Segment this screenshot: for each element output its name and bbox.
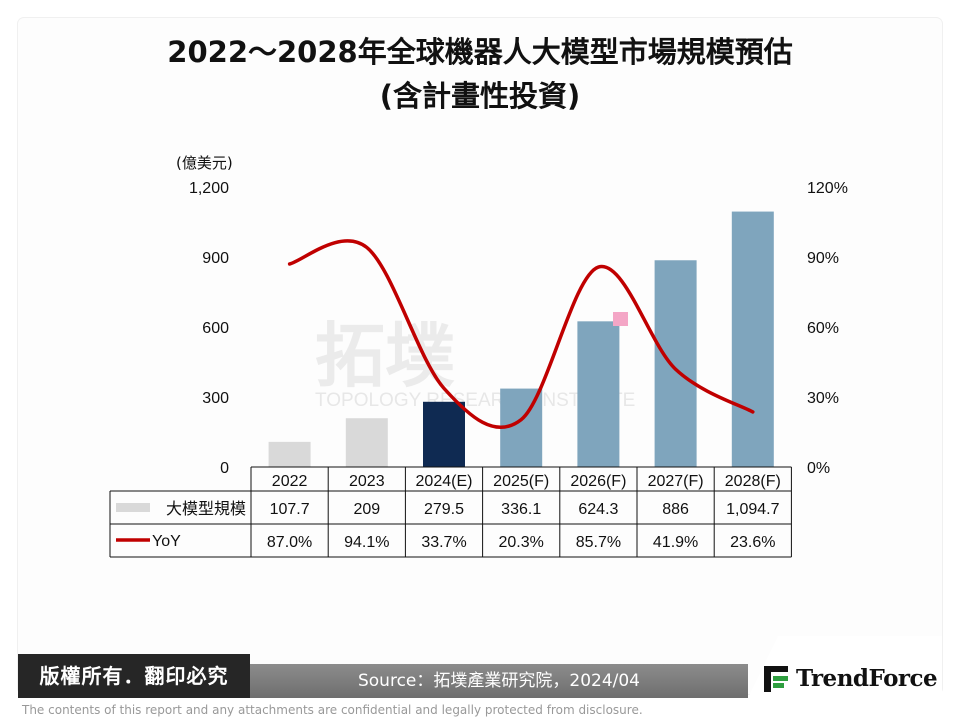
title-line-1: 2022～2028年全球機器人大模型市場規模預估 [167, 35, 793, 69]
y-right-tick-label: 90% [807, 250, 839, 267]
y-left-tick-label: 0 [220, 460, 229, 477]
x-tick-label: 2023 [349, 473, 385, 490]
data-label-yoy: 33.7% [421, 534, 466, 551]
data-label-bar: 279.5 [424, 501, 464, 518]
data-label-bar: 624.3 [578, 501, 618, 518]
title-line-2: (含計畫性投資) [379, 79, 581, 113]
y-right-tick-label: 60% [807, 320, 839, 337]
bar-2027(F) [654, 260, 697, 467]
bar-2028(F) [731, 211, 774, 467]
y-left-tick-label: 300 [202, 390, 229, 407]
x-tick-label: 2022 [272, 473, 308, 490]
bar-2022 [268, 441, 311, 467]
trendforce-logo-icon [764, 664, 790, 692]
data-label-yoy: 23.6% [730, 534, 775, 551]
chart-title: 2022～2028年全球機器人大模型市場規模預估 (含計畫性投資) [0, 30, 960, 118]
y-left-tick-label: 900 [202, 250, 229, 267]
x-tick-label: 2028(F) [725, 473, 781, 490]
bar-2023 [345, 418, 388, 467]
y-axis-unit-label: (億美元) [176, 154, 233, 172]
data-label-yoy: 94.1% [344, 534, 389, 551]
data-label-bar: 107.7 [270, 501, 310, 518]
legend-swatch-bar [116, 503, 150, 512]
x-tick-label: 2025(F) [493, 473, 549, 490]
copyright-notice: 版權所有．翻印必究 [18, 654, 250, 698]
x-tick-label: 2024(E) [416, 473, 473, 490]
data-label-yoy: 41.9% [653, 534, 698, 551]
source-text: Source：拓墣產業研究院，2024/04 [250, 664, 748, 698]
y-left-tick-label: 1,200 [189, 180, 229, 197]
watermark-accent-square [613, 312, 628, 326]
disclaimer-text: The contents of this report and any atta… [22, 703, 643, 717]
data-label-yoy: 85.7% [576, 534, 621, 551]
y-right-tick-label: 0% [807, 460, 830, 477]
y-left-tick-label: 600 [202, 320, 229, 337]
legend-label-bar: 大模型規模 [166, 500, 246, 518]
legend-label-line: YoY [152, 533, 181, 550]
y-right-tick-label: 120% [807, 180, 848, 197]
content-card [18, 18, 942, 694]
watermark-subtitle: TOPOLOGY RESEARCH INSTITUTE [315, 390, 635, 411]
x-tick-label: 2026(F) [570, 473, 626, 490]
bar-2026(F) [577, 321, 620, 467]
bar-2024(E) [423, 401, 465, 467]
x-tick-label: 2027(F) [648, 473, 704, 490]
data-label-yoy: 20.3% [499, 534, 544, 551]
data-label-bar: 886 [662, 501, 689, 518]
trendforce-logo: TrendForce [764, 664, 938, 692]
data-label-bar: 336.1 [501, 501, 541, 518]
data-label-bar: 1,094.7 [726, 501, 779, 518]
yoy-line [287, 239, 755, 430]
data-label-yoy: 87.0% [267, 534, 312, 551]
data-label-bar: 209 [353, 501, 380, 518]
y-right-tick-label: 30% [807, 390, 839, 407]
brand-name: TrendForce [796, 664, 938, 692]
watermark-logo-text: 拓墣 [315, 317, 455, 395]
